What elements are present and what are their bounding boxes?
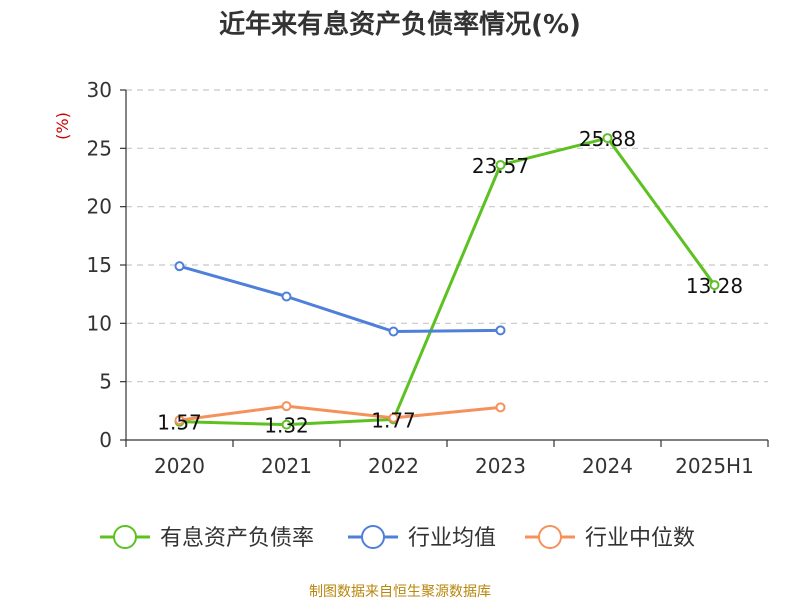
y-tick-label: 25 xyxy=(87,136,112,160)
legend-label-0: 有息资产负债率 xyxy=(160,526,314,551)
data-point xyxy=(495,325,506,336)
legend-marker-0 xyxy=(113,525,137,549)
grid-lines xyxy=(126,89,768,383)
series-lines xyxy=(174,133,720,430)
x-tick-label: 2021 xyxy=(261,454,312,478)
data-point xyxy=(388,412,399,423)
x-tick-label: 2020 xyxy=(154,454,205,478)
data-point xyxy=(602,133,613,144)
data-point xyxy=(495,160,506,171)
y-axis-unit-label: (%) xyxy=(53,112,72,140)
data-label: 25.88 xyxy=(579,127,636,151)
x-tick-label: 2022 xyxy=(368,454,419,478)
y-tick-label: 5 xyxy=(99,370,112,394)
data-labels: 1.57 1.32 1.77 23.57 25.88 13.28 xyxy=(157,127,743,438)
legend-label-1: 行业均值 xyxy=(408,526,496,551)
data-label: 1.57 xyxy=(157,411,202,435)
y-tick-label: 10 xyxy=(87,311,112,335)
data-point xyxy=(281,419,292,430)
data-point xyxy=(174,261,185,272)
axes: 0 5 10 15 20 25 30 2020 2021 2022 2023 2024 2025H1 xyxy=(87,78,769,478)
x-tick-label: 2024 xyxy=(582,454,633,478)
x-tick-label: 2025H1 xyxy=(675,454,754,478)
data-point xyxy=(388,326,399,337)
legend: 有息资产负债率 行业均值 行业中位数 xyxy=(100,525,695,551)
data-label: 1.77 xyxy=(371,408,416,432)
legend-marker-1 xyxy=(361,525,385,549)
y-tick-label: 15 xyxy=(87,253,112,277)
data-point xyxy=(174,415,185,426)
data-point xyxy=(281,291,292,302)
y-tick-label: 30 xyxy=(87,78,112,102)
source-note: 制图数据来自恒生聚源数据库 xyxy=(309,584,491,600)
data-point xyxy=(495,402,506,413)
series-line-2 xyxy=(179,404,501,422)
data-label: 1.32 xyxy=(264,414,309,438)
data-point xyxy=(709,280,720,291)
x-tick-label: 2023 xyxy=(475,454,526,478)
legend-label-2: 行业中位数 xyxy=(585,526,695,551)
chart-title: 近年来有息资产负债率情况(%) xyxy=(219,9,581,40)
data-point xyxy=(281,401,292,412)
data-label: 13.28 xyxy=(686,274,743,298)
legend-marker-2 xyxy=(538,525,562,549)
data-label: 23.57 xyxy=(472,154,529,178)
y-tick-label: 20 xyxy=(87,195,112,219)
series-line-0 xyxy=(179,136,716,427)
series-line-1 xyxy=(179,264,501,333)
y-tick-label: 0 xyxy=(99,428,112,452)
